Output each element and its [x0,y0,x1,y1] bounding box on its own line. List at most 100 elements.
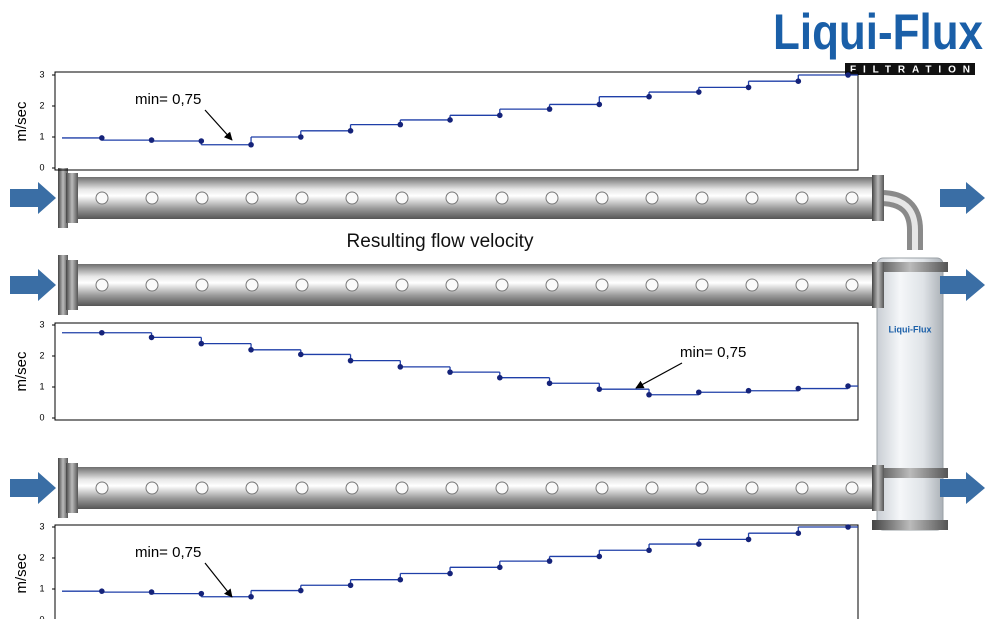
data-point [248,594,254,600]
data-point [199,341,205,347]
pipe-hole [196,279,208,291]
pipe-hole [196,482,208,494]
housing-body [877,258,943,530]
data-point [447,117,453,123]
pipe-hole [346,192,358,204]
annotation-arrow [205,563,232,597]
pipe-hole [346,279,358,291]
y-tick-label: 3 [39,319,44,329]
data-point [199,591,205,597]
y-tick-label: 0 [39,162,44,172]
pipe-hole [446,482,458,494]
data-point [497,375,503,381]
pipe-flange [872,465,884,511]
data-point [298,588,304,594]
pipe-hole [646,192,658,204]
data-point [646,547,652,553]
annotation-arrow [636,363,682,388]
y-tick-label: 0 [39,412,44,422]
inlet-arrow [10,269,56,301]
data-point [696,89,702,95]
y-tick-label: 3 [39,521,44,531]
pipe-hole [596,482,608,494]
data-point [696,541,702,547]
pipe-hole [96,482,108,494]
pipe-hole [246,279,258,291]
data-point [597,554,603,560]
data-point [845,72,851,78]
data-point [497,565,503,571]
pipe-hole [146,279,158,291]
housing-flange [872,520,948,530]
data-point [796,386,802,392]
pipe-hole [596,279,608,291]
data-point [597,102,603,108]
pipe-flange [66,173,78,223]
data-point [348,358,354,364]
data-point [746,388,752,394]
data-point [248,142,254,148]
pipe-hole [246,192,258,204]
pipe-hole [346,482,358,494]
data-point [447,369,453,375]
pipe-flange [66,260,78,310]
data-point [298,134,304,140]
pipe-hole [696,482,708,494]
y-tick-label: 2 [39,552,44,562]
inlet-arrow [10,182,56,214]
data-point [746,85,752,91]
pipe-hole [696,279,708,291]
pipe-hole [296,279,308,291]
pipe-hole [846,279,858,291]
pipe-flange [872,262,884,308]
pipe-hole [546,279,558,291]
data-point [597,386,603,392]
data-point [497,113,503,119]
data-point [149,335,155,341]
pipe-hole [746,279,758,291]
data-point [696,389,702,395]
pipe-hole [396,482,408,494]
pipe-hole [396,279,408,291]
data-point [149,137,155,143]
pipe-flange [66,463,78,513]
pipe-hole [846,192,858,204]
housing-label: Liqui-Flux [889,324,932,334]
pipe-hole [796,279,808,291]
pipe-hole [546,192,558,204]
data-point [99,135,105,141]
y-tick-label: 1 [39,381,44,391]
pipe-hole [96,192,108,204]
data-point [398,577,404,583]
pipe-hole [746,192,758,204]
pipe-hole [646,482,658,494]
pipe-hole [396,192,408,204]
data-point [746,537,752,543]
pipe-hole [146,192,158,204]
data-point [646,392,652,398]
logo: Liqui-Flux FILTRATION [773,4,983,75]
y-tick-label: 3 [39,69,44,79]
y-tick-label: 0 [39,614,44,619]
data-point [348,582,354,588]
caption: Resulting flow velocity [347,231,534,252]
data-point [398,364,404,370]
data-point [447,571,453,577]
data-point [99,330,105,336]
pipe-hole [796,482,808,494]
data-point [199,138,205,144]
pipe-hole [146,482,158,494]
pipe-hole [496,482,508,494]
outlet-arrow [940,182,985,214]
data-point [796,530,802,536]
pipes [10,168,985,518]
data-point [248,347,254,353]
pipe-hole [846,482,858,494]
data-point [547,380,553,386]
data-point [547,106,553,112]
data-point [348,128,354,134]
y-tick-label: 2 [39,100,44,110]
